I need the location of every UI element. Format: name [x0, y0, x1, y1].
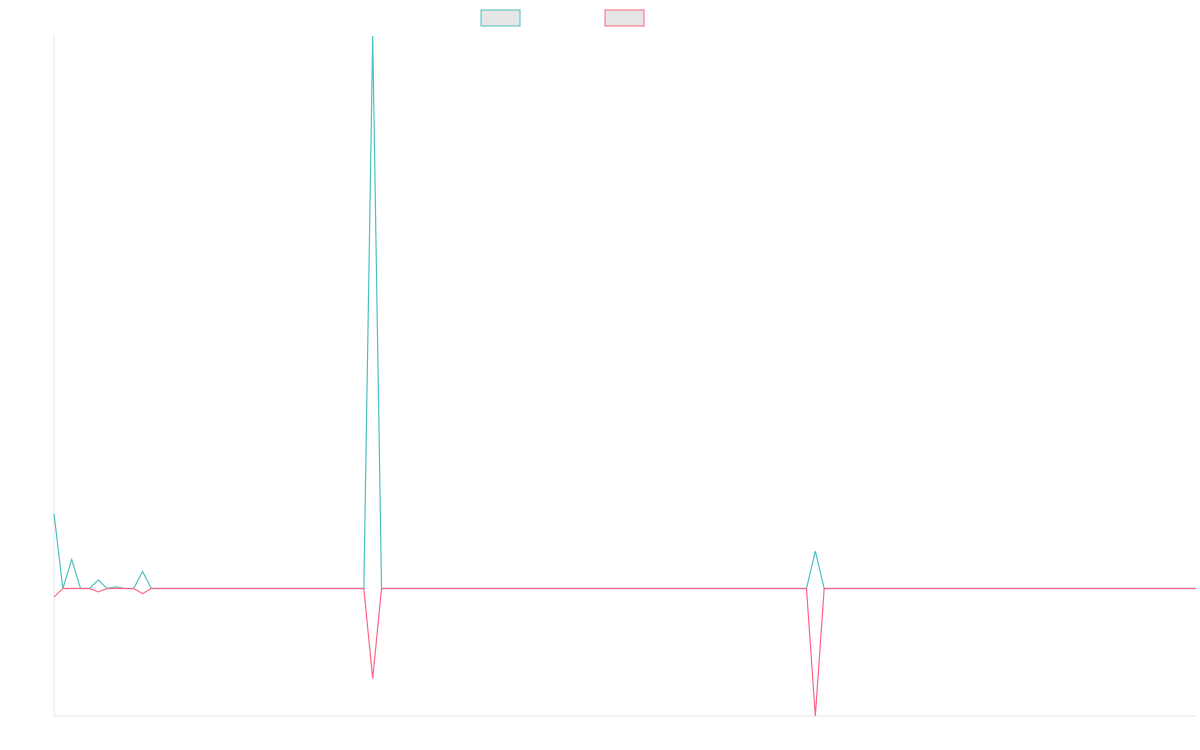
legend: [480, 9, 645, 27]
axes: [53, 36, 1196, 717]
series-layer: [53, 35, 1196, 717]
series-line-2: [53, 587, 1196, 717]
legend-swatch-1[interactable]: [480, 9, 521, 27]
legend-swatch-2[interactable]: [604, 9, 645, 27]
series-line-1: [53, 35, 1196, 590]
